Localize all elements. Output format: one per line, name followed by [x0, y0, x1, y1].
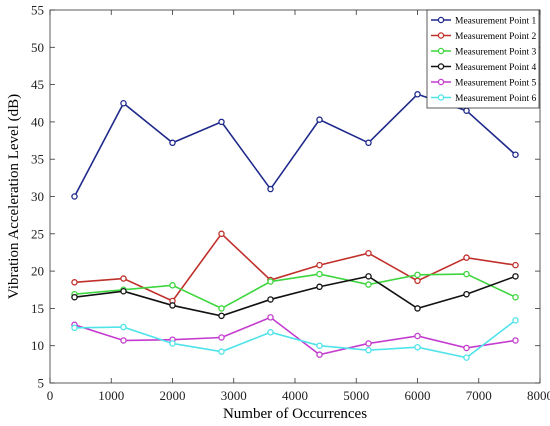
series-line-6: [74, 319, 516, 359]
x-tick-label: 5000: [343, 388, 369, 403]
series-3-point: [316, 270, 323, 278]
legend-label: Measurement Point 4: [455, 63, 537, 73]
legend-swatch-marker: [437, 47, 445, 55]
series-3-point: [267, 278, 274, 285]
series-1-point: [169, 139, 176, 147]
y-axis-title: Vibration Acceleration Level (dB): [6, 94, 22, 299]
legend-swatch-marker: [437, 78, 445, 86]
y-tick-label: 50: [31, 40, 44, 55]
series-line-2: [74, 232, 516, 302]
y-tick-label: 55: [31, 3, 44, 18]
series-1-point: [414, 91, 421, 98]
series-1-point: [316, 116, 323, 123]
series-5-point: [316, 351, 323, 358]
series-4-point: [120, 287, 127, 295]
legend: Measurement Point 1 Measurement Point 2 Me…: [426, 9, 540, 109]
y-tick-label: 35: [31, 152, 44, 167]
series-line-3: [74, 273, 516, 310]
series-2-point: [512, 261, 519, 269]
series-6-point: [316, 342, 323, 349]
series-5-point: [267, 314, 274, 321]
x-tick-label: 3000: [221, 388, 247, 403]
series-1-point: [71, 193, 78, 200]
series-4-point: [463, 290, 470, 298]
series-3-point: [512, 293, 519, 301]
series-6-point: [365, 346, 372, 354]
series-6-point: [71, 324, 78, 332]
series-3-point: [218, 305, 225, 312]
series-6-point: [463, 354, 470, 361]
series-4-point: [414, 305, 421, 312]
plot-area: 0 1000 2000 3000 4000 5000 6000 7000 8000 5 10 15 20…: [31, 3, 550, 404]
series-1-point: [267, 185, 274, 193]
y-tick-label: 40: [31, 114, 44, 129]
series-4-point: [169, 302, 176, 309]
series-2-point: [365, 249, 372, 257]
series-5-point: [218, 334, 225, 341]
legend-swatch-marker: [437, 63, 445, 70]
x-tick-label: 0: [47, 388, 54, 403]
series-1-point: [218, 118, 225, 126]
series-3-point: [463, 270, 470, 278]
legend-label: Measurement Point 3: [455, 47, 537, 57]
legend-label: Measurement Point 1: [455, 16, 537, 26]
series-5-point: [512, 337, 519, 344]
series-2-point: [463, 254, 470, 261]
series-3-point: [169, 282, 176, 289]
legend-swatch-marker: [437, 94, 445, 101]
series-6-point: [267, 329, 274, 336]
series-1-point: [512, 151, 519, 158]
series-6-point: [414, 343, 421, 351]
x-tick-label: 7000: [466, 388, 492, 403]
legend-label: Measurement Point 6: [455, 94, 537, 104]
series-3-point: [414, 271, 421, 279]
series-6-point: [218, 348, 225, 355]
legend-swatch-marker: [437, 32, 445, 39]
y-tick-label: 30: [31, 189, 44, 204]
x-tick-label: 8000: [527, 388, 550, 403]
series-2-point: [71, 279, 78, 286]
y-tick-label: 5: [38, 376, 45, 391]
series-2-point: [414, 277, 421, 285]
series-1-point: [120, 100, 127, 107]
series-5-point: [120, 337, 127, 344]
x-tick-label: 2000: [160, 388, 186, 403]
series-4-point: [316, 283, 323, 291]
series-5-point: [414, 332, 421, 340]
series-2-point: [120, 275, 127, 282]
series-line-5: [74, 316, 516, 356]
series-6-point: [512, 317, 519, 324]
series-line-1: [73, 93, 517, 197]
legend-box: [426, 9, 540, 109]
series-line-4: [74, 275, 516, 317]
series-4-point: [267, 296, 274, 303]
y-tick-label: 45: [31, 77, 44, 92]
series-4-point: [365, 273, 372, 280]
series-6-point: [169, 340, 176, 347]
series-2-point: [316, 261, 323, 269]
x-axis-title: Number of Occurrences: [223, 406, 367, 422]
x-tick-label: 1000: [98, 388, 124, 403]
legend-swatch-marker: [437, 16, 445, 24]
series-1-point: [365, 139, 372, 147]
series-5-point: [365, 340, 372, 347]
series-4-point: [218, 312, 225, 320]
series-4-point: [71, 293, 78, 301]
y-tick-label: 20: [31, 264, 44, 279]
y-tick-label: 25: [31, 226, 44, 241]
series-6-point: [120, 323, 127, 331]
legend-label: Measurement Point 2: [455, 32, 537, 42]
x-tick-label: 6000: [405, 388, 431, 403]
y-tick-label: 10: [31, 338, 44, 353]
series-4-point: [512, 273, 519, 280]
x-tick-label: 4000: [282, 388, 308, 403]
series-5-point: [463, 344, 470, 352]
y-tick-label: 15: [31, 301, 44, 316]
series-3-point: [365, 281, 372, 288]
legend-label: Measurement Point 5: [455, 78, 537, 88]
series-1-point: [463, 107, 470, 114]
series-2-point: [218, 230, 225, 238]
